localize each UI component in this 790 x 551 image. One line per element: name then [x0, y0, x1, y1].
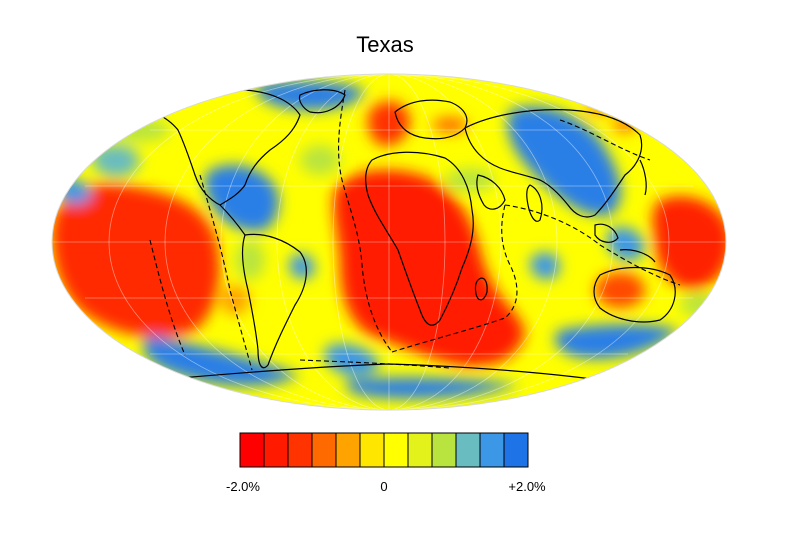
colorbar-segment: [312, 433, 337, 467]
colorbar-segment: [360, 433, 385, 467]
colorbar-segment: [264, 433, 289, 467]
colorbar-segment: [240, 433, 265, 467]
colorbar-mid-label: 0: [380, 479, 388, 494]
colorbar: [240, 433, 529, 467]
colorbar-segment: [456, 433, 481, 467]
colorbar-max-label: +2.0%: [508, 479, 546, 494]
colorbar-segment: [336, 433, 361, 467]
plate-boundaries: [149, 89, 681, 371]
colorbar-min-label: -2.0%: [226, 479, 260, 494]
velocity-anomaly-field: [52, 74, 726, 410]
colorbar-segment: [432, 433, 457, 467]
map-title: Texas: [356, 32, 414, 57]
colorbar-segment: [504, 433, 529, 467]
colorbar-segment: [408, 433, 433, 467]
globe-outline: [51, 73, 727, 411]
colorbar-segment: [384, 433, 409, 467]
colorbar-segment: [480, 433, 505, 467]
colorbar-frame: [239, 432, 529, 468]
colorbar-segment: [288, 433, 313, 467]
